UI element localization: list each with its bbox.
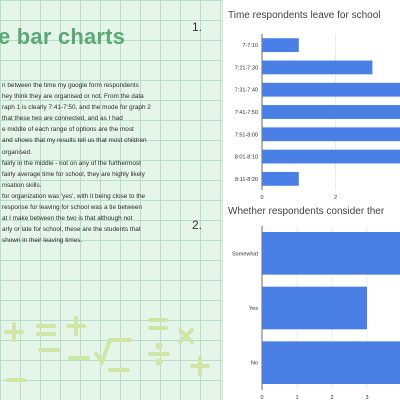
bar <box>262 60 373 75</box>
equals-icon <box>148 318 168 330</box>
slide-body-line: organised. <box>2 148 32 156</box>
category-label: Somewhat <box>232 251 258 257</box>
bar <box>262 341 400 384</box>
category-label: No <box>251 361 258 367</box>
math-decoration <box>4 316 210 382</box>
slide-body-line: raph 1 is clearly 7:41-7:50, and the mod… <box>2 104 151 112</box>
slide-body-line: for organization was 'yes', with it bein… <box>2 192 146 200</box>
slide-body-line: n between the time my google form respon… <box>2 82 139 89</box>
x-tick-label: 3 <box>365 395 368 400</box>
chart-leave-time: Time respondents leave for school 0247-7… <box>226 10 400 200</box>
multiply-icon <box>178 328 194 344</box>
plus-icon <box>4 322 24 342</box>
category-label: 8:01-8:10 <box>235 155 258 161</box>
slide-body-line: hey think they are organised or not. Fro… <box>2 93 144 101</box>
category-label: 7:51-8:00 <box>235 132 258 138</box>
chart-organised: Whether respondents consider ther 01234S… <box>226 206 400 400</box>
bar <box>262 105 400 119</box>
x-tick-label: 0 <box>260 395 263 400</box>
x-tick-label: 1 <box>295 395 298 400</box>
category-label: 7:41-7:50 <box>235 110 258 116</box>
bar <box>262 286 367 330</box>
x-tick-label: 2 <box>334 195 337 200</box>
plus-icon <box>190 356 210 376</box>
slide-body-line: fairly in the middle - not on any of the… <box>2 159 141 167</box>
equals-icon <box>36 324 56 336</box>
slide-body-line: e middle of each range of options are th… <box>2 126 134 134</box>
bar <box>262 127 400 142</box>
slide-body-line: nisation skills. <box>2 181 42 189</box>
chart-2-plot: 01234SomewhatYesNo <box>232 226 400 400</box>
chart-2-title: Whether respondents consider ther <box>228 206 385 217</box>
graph-1-label: 1. <box>192 20 203 34</box>
category-label: 8:11-8:20 <box>235 177 258 183</box>
category-label: 7-7:10 <box>242 43 258 49</box>
slide-title: e bar charts <box>0 24 126 49</box>
slide-body-line: that these two are connected, and as I h… <box>2 115 123 123</box>
slide-body: n between the time my google form respon… <box>2 80 207 246</box>
chart-1-title: Time respondents leave for school <box>228 10 381 21</box>
plus-icon <box>66 316 86 336</box>
category-label: Yes <box>249 306 258 312</box>
slide-body-line: fairly average time for school, they are… <box>2 170 145 178</box>
divide-icon <box>148 342 170 366</box>
x-tick-label: 2 <box>330 395 333 400</box>
square-root-icon <box>94 338 132 367</box>
slide-body-line: and shows that my results tell us that m… <box>2 137 147 145</box>
bar <box>262 171 299 186</box>
x-tick-label: 0 <box>260 195 263 200</box>
bar <box>262 82 400 97</box>
slide-body-line: at I make between the two is that althou… <box>2 215 133 223</box>
bar <box>262 149 400 164</box>
slide-body-line: shown in their leaving times. <box>2 237 83 245</box>
slide-body-line: response for leaving for school was a ti… <box>2 204 142 212</box>
category-label: 7:21-7:30 <box>235 65 258 71</box>
bar <box>262 38 299 53</box>
slide-panel: e bar charts n between the time my googl… <box>0 0 223 400</box>
graph-2-label: 2. <box>192 218 203 232</box>
chart-1-plot: 0247-7:107:21-7:307:31-7:407:41-7:507:51… <box>235 34 400 200</box>
bar <box>262 232 400 275</box>
slide-body-line: arly or late for school, these are the s… <box>2 226 141 234</box>
category-label: 7:31-7:40 <box>235 88 258 94</box>
